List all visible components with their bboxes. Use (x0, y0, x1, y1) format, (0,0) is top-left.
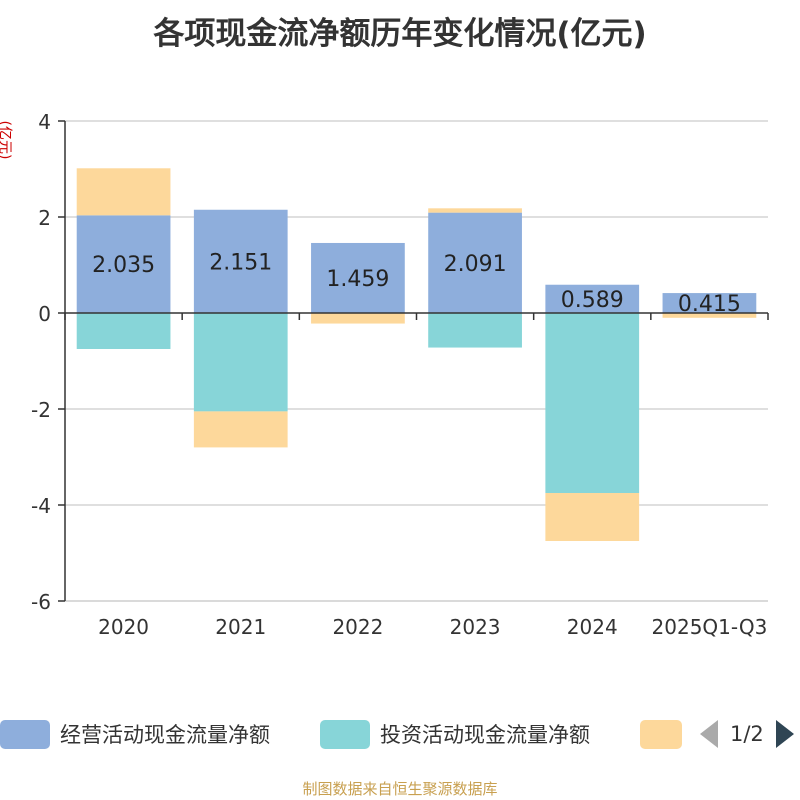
legend-label-investing: 投资活动现金流量净额 (380, 723, 590, 747)
y-tick-label: 0 (38, 302, 51, 326)
bar-operating[interactable] (662, 293, 757, 313)
y-tick-label: 4 (38, 110, 51, 134)
chart-plot: 4 2 0 -2 -4 -6 2.035 2020 2.151 2021 1.459 2022 2.09… (31, 110, 769, 639)
legend-next-icon[interactable] (775, 720, 794, 748)
legend-swatch-financing (640, 719, 682, 749)
bar-operating[interactable] (545, 284, 640, 313)
legend-pager: 1/2 (700, 712, 794, 756)
bar-operating[interactable] (193, 209, 288, 313)
data-source-note: 制图数据来自恒生聚源数据库 (302, 780, 498, 798)
legend-swatch-investing (320, 719, 370, 749)
bars (76, 168, 757, 541)
bar-investing[interactable] (428, 313, 522, 348)
bar-investing[interactable] (545, 313, 640, 493)
legend-page-indicator: 1/2 (730, 722, 764, 746)
bar-financing[interactable] (428, 208, 522, 213)
legend-prev-icon[interactable] (700, 720, 718, 748)
y-tick-label: -6 (31, 590, 51, 614)
x-tick-label: 2022 (332, 615, 383, 639)
legend-swatch-operating (0, 719, 50, 749)
bar-value-label: 2.091 (444, 252, 507, 277)
bar-value-label: 0.589 (561, 288, 624, 313)
x-tick-label: 2025Q1-Q3 (652, 615, 768, 639)
y-tick-label: -2 (31, 398, 51, 422)
axes (58, 120, 769, 602)
bar-financing[interactable] (311, 313, 405, 324)
bar-investing[interactable] (193, 313, 288, 412)
chart-title: 各项现金流净额历年变化情况(亿元) (153, 16, 647, 52)
grid-lines (65, 120, 768, 602)
bar-investing[interactable] (76, 313, 171, 349)
y-tick-label: -4 (31, 494, 51, 518)
x-tick-label: 2023 (450, 615, 501, 639)
x-tick-label: 2021 (215, 615, 266, 639)
bar-value-label: 1.459 (326, 267, 389, 292)
bar-operating[interactable] (76, 215, 171, 313)
bar-value-label: 2.151 (209, 250, 272, 275)
x-tick-label: 2024 (567, 615, 618, 639)
labels: 4 2 0 -2 -4 -6 2.035 2020 2.151 2021 1.459 2022 2.09… (31, 110, 767, 639)
legend-item-operating[interactable]: 经营活动现金流量净额 (0, 712, 270, 756)
x-tick-label: 2020 (98, 615, 149, 639)
legend: 经营活动现金流量净额 投资活动现金流量净额 1/2 (0, 712, 800, 756)
bar-value-label: 0.415 (678, 292, 741, 317)
bar-financing[interactable] (662, 313, 757, 318)
y-tick-label: 2 (38, 206, 51, 230)
legend-label-operating: 经营活动现金流量净额 (60, 723, 270, 747)
bar-financing[interactable] (545, 493, 640, 541)
bar-operating[interactable] (311, 242, 405, 313)
legend-item-financing[interactable] (640, 712, 682, 756)
bar-value-label: 2.035 (92, 253, 155, 278)
bar-operating[interactable] (428, 212, 522, 313)
legend-item-investing[interactable]: 投资活动现金流量净额 (320, 712, 590, 756)
bar-financing[interactable] (193, 411, 288, 448)
bar-financing[interactable] (76, 168, 171, 216)
